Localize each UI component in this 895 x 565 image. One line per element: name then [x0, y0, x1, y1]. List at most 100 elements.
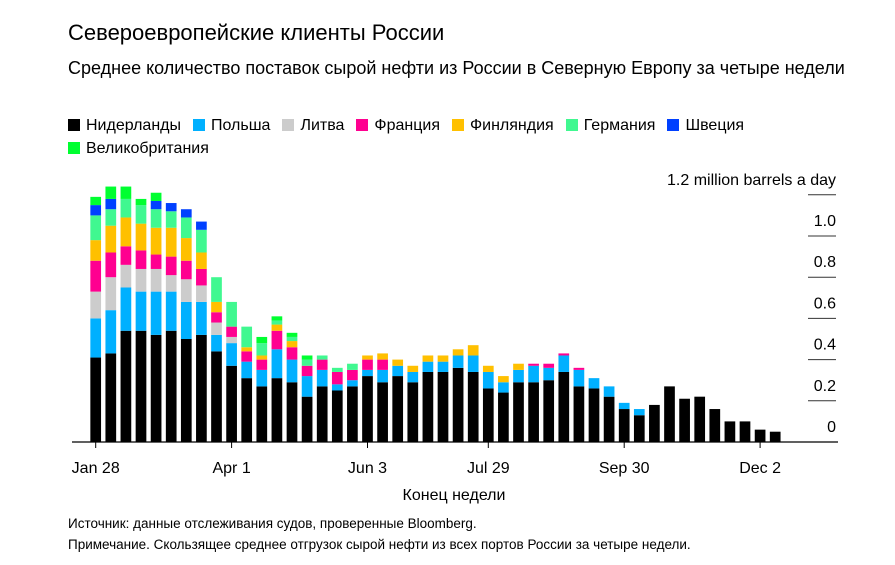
- bar-segment: [407, 365, 419, 372]
- bar-segment: [196, 268, 207, 286]
- legend-label: Финляндия: [469, 117, 554, 134]
- x-tick-label: Sep 30: [599, 460, 650, 477]
- bar-segment: [105, 252, 117, 278]
- chart-title: Североевропейские клиенты России: [68, 20, 445, 45]
- bar-segment: [135, 268, 147, 292]
- bar-segment: [528, 365, 539, 383]
- bar-segment: [120, 186, 132, 199]
- bar-segment: [105, 310, 117, 354]
- bar-segment: [105, 198, 117, 210]
- source-note: Источник: данные отслеживания судов, про…: [68, 516, 477, 531]
- bar-segment: [739, 421, 751, 442]
- bar-segment: [498, 376, 509, 383]
- bar-segment: [437, 355, 449, 362]
- bar-segment: [165, 291, 177, 331]
- bar-segment: [150, 192, 162, 201]
- bar-segment: [120, 287, 132, 331]
- bar-segment: [150, 200, 162, 210]
- bar-segment: [180, 209, 192, 218]
- legend-swatch: [282, 119, 295, 131]
- legend-item: Великобритания: [68, 137, 209, 160]
- bar-segment: [618, 409, 630, 442]
- bar-segment: [226, 326, 237, 337]
- legend-item: Польша: [192, 114, 271, 137]
- legend-swatch: [667, 119, 680, 131]
- legend-swatch: [68, 119, 80, 131]
- bar-segment: [558, 353, 570, 356]
- bar-segment: [211, 301, 222, 313]
- bar-segment: [165, 256, 177, 276]
- legend-label: Польша: [210, 117, 271, 134]
- bar-segment: [271, 378, 283, 442]
- bar-segment: [498, 392, 509, 442]
- bar-segment: [633, 409, 645, 416]
- x-axis-label: Конец недели: [403, 487, 506, 504]
- bar-segment: [543, 367, 555, 381]
- bar-segment: [226, 343, 237, 366]
- bar-segment: [679, 398, 690, 442]
- bar-segment: [316, 355, 328, 360]
- legend-label: Великобритания: [86, 140, 209, 157]
- bar-segment: [573, 386, 585, 442]
- bar-segment: [603, 386, 615, 397]
- bar-segment: [331, 367, 343, 372]
- y-tick-label: 1.0: [814, 213, 836, 230]
- y-tick-label: 0.4: [814, 337, 836, 354]
- bar-segment: [543, 380, 555, 442]
- bar-segment: [165, 203, 177, 212]
- legend-item: Финляндия: [451, 114, 554, 137]
- bar-segment: [286, 336, 298, 342]
- bar-segment: [105, 353, 117, 442]
- bar-segment: [180, 279, 192, 302]
- x-tick-label: Apr 1: [212, 460, 250, 477]
- bar-segment: [301, 355, 313, 360]
- y-tick-label: 0.2: [814, 378, 836, 395]
- bar-segment: [196, 334, 207, 442]
- bar-segment: [452, 367, 464, 442]
- bar-segment: [452, 349, 464, 356]
- bar-segment: [90, 240, 102, 261]
- bar-segment: [769, 431, 781, 442]
- bar-segment: [196, 229, 207, 253]
- bar-segment: [256, 336, 268, 344]
- bar-segment: [211, 322, 222, 335]
- bar-segment: [90, 357, 102, 442]
- bar-segment: [437, 361, 449, 372]
- bar-segment: [256, 369, 268, 387]
- bar-segment: [286, 332, 298, 337]
- bar-segment: [618, 402, 630, 410]
- bar-segment: [90, 196, 102, 206]
- bar-segment: [241, 361, 253, 379]
- bar-segment: [135, 205, 147, 224]
- bar-segment: [392, 376, 404, 442]
- bar-segment: [377, 359, 388, 370]
- bar-segment: [316, 359, 328, 370]
- y-tick-label: 0: [827, 419, 836, 436]
- bar-segment: [120, 246, 132, 265]
- bar-segment: [498, 382, 509, 393]
- bar-segment: [271, 320, 283, 325]
- bar-segment: [90, 215, 102, 241]
- legend-item: Швеция: [667, 114, 744, 137]
- bar-segment: [362, 376, 373, 442]
- bar-segment: [271, 316, 283, 321]
- legend-swatch: [565, 119, 578, 131]
- bar-segment: [482, 388, 494, 442]
- bar-segment: [633, 415, 645, 442]
- bar-segment: [180, 339, 192, 442]
- bar-segment: [135, 250, 147, 269]
- y-tick-label: 0.6: [814, 295, 836, 312]
- legend-label: Швеция: [685, 117, 745, 134]
- bar-segment: [407, 382, 419, 442]
- bar-segment: [573, 369, 585, 387]
- bar-segment: [90, 318, 102, 358]
- bar-segment: [256, 355, 268, 360]
- bar-segment: [513, 369, 524, 383]
- bar-segment: [165, 227, 177, 257]
- bar-segment: [150, 334, 162, 442]
- bar-segment: [422, 361, 434, 372]
- bar-segment: [588, 378, 600, 389]
- bar-segment: [135, 198, 147, 206]
